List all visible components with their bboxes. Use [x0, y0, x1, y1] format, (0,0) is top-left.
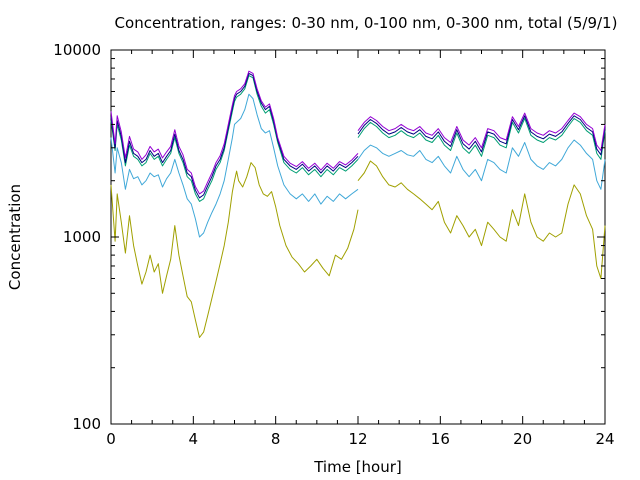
y-tick-label: 10000: [53, 41, 101, 59]
series-line-8: [110, 70, 359, 195]
series-line-7: [357, 115, 606, 156]
series-line-1: [357, 160, 606, 279]
x-tick-label: 12: [348, 430, 367, 448]
x-tick-label: 24: [595, 430, 614, 448]
y-axis-label: Concentration: [6, 184, 24, 290]
series-line-4: [110, 75, 359, 202]
plot-frame: [110, 49, 606, 425]
x-tick-label: 16: [431, 430, 450, 448]
series-line-0: [110, 162, 359, 338]
series-line-6: [110, 72, 359, 199]
y-tick-label: 1000: [63, 228, 101, 246]
series-line-2: [110, 93, 359, 238]
series-line-5: [357, 118, 606, 160]
series-line-3: [357, 139, 606, 190]
ticks-layer: 0 4 8 12 16 20 24 100 1000 10000: [53, 41, 614, 448]
x-tick-label: 8: [271, 430, 281, 448]
x-tick-label: 20: [513, 430, 532, 448]
x-tick-label: 4: [189, 430, 199, 448]
series-line-9: [357, 112, 606, 151]
chart-title: Concentration, ranges: 0-30 nm, 0-100 nm…: [115, 14, 618, 32]
x-tick-label: 0: [106, 430, 116, 448]
x-axis-label: Time [hour]: [313, 458, 402, 476]
series-layer: [110, 70, 606, 338]
y-tick-label: 100: [72, 415, 101, 433]
